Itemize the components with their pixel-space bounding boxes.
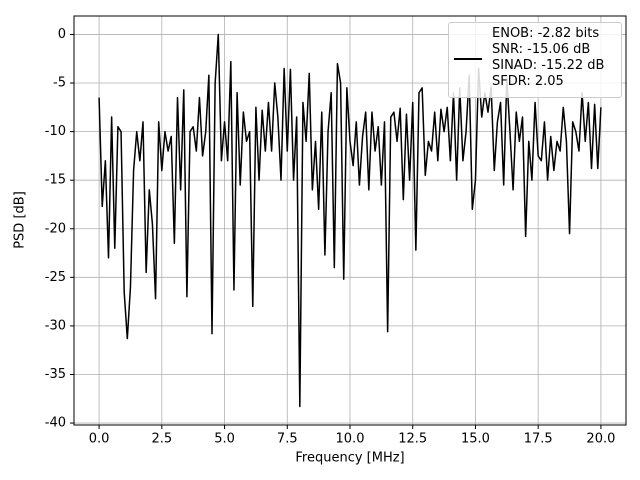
x-tick-label: 15.0 bbox=[461, 432, 490, 447]
x-tick-label: 10.0 bbox=[336, 432, 365, 447]
y-tick-label: -35 bbox=[45, 367, 66, 382]
axes-frame bbox=[73, 15, 627, 426]
y-tick-label: -5 bbox=[53, 76, 66, 91]
x-tick-label: 5.0 bbox=[214, 432, 235, 447]
x-axis-label: Frequency [MHz] bbox=[295, 451, 404, 466]
y-tick-label: -30 bbox=[45, 318, 66, 333]
y-axis-label: PSD [dB] bbox=[13, 191, 28, 249]
x-tick-label: 20.0 bbox=[586, 432, 615, 447]
y-tick-label: 0 bbox=[58, 27, 66, 42]
y-tick-label: -25 bbox=[45, 270, 66, 285]
legend: ENOB: -2.82 bits SNR: -15.06 dB SINAD: -… bbox=[448, 22, 622, 98]
y-tick-label: -40 bbox=[45, 416, 66, 431]
x-tick-label: 17.5 bbox=[524, 432, 553, 447]
x-tick-label: 12.5 bbox=[398, 432, 427, 447]
y-tick-label: -20 bbox=[45, 221, 66, 236]
y-tick-label: -10 bbox=[45, 124, 66, 139]
x-tick-label: 2.5 bbox=[151, 432, 172, 447]
line bbox=[98, 33, 602, 408]
legend-label: ENOB: -2.82 bits SNR: -15.06 dB SINAD: -… bbox=[492, 26, 605, 89]
y-tick-label: -15 bbox=[45, 173, 66, 188]
x-tick-label: 7.5 bbox=[277, 432, 298, 447]
legend-swatch bbox=[454, 58, 482, 60]
x-tick-label: 0.0 bbox=[89, 432, 110, 447]
